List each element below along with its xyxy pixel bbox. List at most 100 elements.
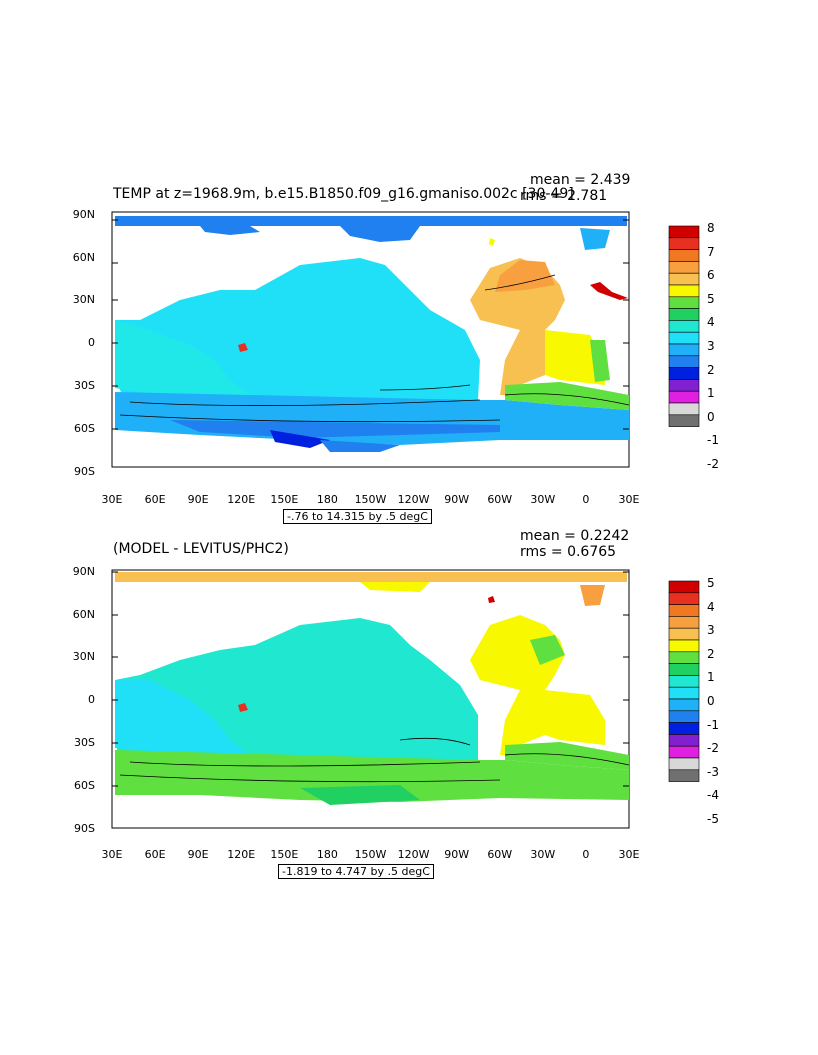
bottom-lon-label: 0	[582, 848, 590, 861]
top-colorbar-swatch	[668, 343, 700, 357]
top-colorbar-swatch	[668, 331, 700, 345]
top-lon-label: 150W	[354, 493, 387, 506]
top-colorbar-label: 0	[707, 409, 715, 424]
top-map-title: TEMP at z=1968.9m, b.e15.B1850.f09_g16.g…	[113, 186, 574, 202]
top-colorbar	[668, 225, 700, 427]
top-colorbar-label: 2	[707, 362, 715, 377]
top-lon-label: 90E	[187, 493, 209, 506]
top-lat-label: 60N	[72, 251, 95, 264]
bottom-lat-label: 90S	[74, 822, 95, 835]
bottom-colorbar-swatch	[668, 592, 700, 605]
top-colorbar-swatch	[668, 402, 700, 416]
top-colorbar-label: 7	[707, 244, 715, 259]
bottom-lat-label: 60N	[72, 608, 95, 621]
bottom-lon-label: 90E	[187, 848, 209, 861]
top-colorbar-swatch	[668, 308, 700, 321]
top-colorbar-label: 4	[707, 315, 715, 330]
top-lon-label: 30E	[101, 493, 123, 506]
bottom-colorbar-label: 1	[707, 670, 715, 685]
bottom-colorbar-swatch	[668, 722, 700, 735]
bottom-map-svg	[111, 569, 700, 829]
top-colorbar-label: 6	[707, 268, 715, 283]
top-colorbar-swatch	[668, 390, 700, 404]
bottom-lat-label: 90N	[72, 565, 95, 578]
top-colorbar-swatch	[668, 261, 700, 274]
bottom-lat-label: 30S	[74, 736, 95, 749]
top-colorbar-swatch	[668, 379, 700, 392]
bottom-colorbar-label: 5	[707, 576, 715, 590]
top-colorbar-swatch	[668, 355, 700, 368]
bottom-arctic-region	[115, 572, 627, 582]
top-atlantic-region	[470, 258, 565, 395]
bottom-colorbar-label: -1	[707, 717, 719, 732]
bottom-colorbar-swatch	[668, 675, 700, 688]
bottom-colorbar-label: -3	[707, 764, 719, 779]
bottom-colorbar-swatch	[668, 663, 700, 676]
bottom-colorbar-label: 3	[707, 623, 715, 638]
top-map-svg	[111, 211, 700, 468]
bottom-colorbar-swatch	[668, 580, 700, 594]
bottom-colorbar-label: 2	[707, 646, 715, 661]
bottom-colorbar	[668, 580, 700, 782]
bottom-colorbar-swatch	[668, 745, 700, 759]
bottom-colorbar-swatch	[668, 769, 700, 782]
top-lat-label: 90N	[72, 208, 95, 221]
top-colorbar-label: 1	[707, 386, 715, 401]
bottom-colorbar-label: 0	[707, 694, 715, 708]
top-lon-label: 30E	[618, 493, 640, 506]
top-colorbar-label: 3	[707, 339, 715, 353]
top-lon-label: 30W	[530, 493, 556, 506]
bottom-colorbar-label: 4	[707, 599, 715, 614]
top-lon-label: 60E	[144, 493, 166, 506]
top-lat-label: 90S	[74, 465, 95, 478]
bottom-colorbar-swatch	[668, 616, 700, 629]
top-colorbar-swatch	[668, 225, 700, 239]
bottom-colorbar-swatch	[668, 639, 700, 653]
top-mean: mean = 2.439	[530, 172, 631, 188]
bottom-lon-label: 30W	[530, 848, 556, 861]
bottom-colorbar-swatch	[668, 757, 700, 771]
bottom-lon-label: 30E	[101, 848, 123, 861]
top-colorbar-swatch	[668, 249, 700, 262]
bottom-colorbar-swatch	[668, 651, 700, 664]
top-colorbar-swatch	[668, 414, 700, 427]
bottom-lat-label: 30N	[72, 650, 95, 663]
bottom-lon-label: 150W	[354, 848, 387, 861]
bottom-lon-label: 60E	[144, 848, 166, 861]
bottom-colorbar-swatch	[668, 710, 700, 723]
top-lat-label: 0	[88, 336, 95, 349]
bottom-lon-label: 120E	[227, 848, 256, 861]
top-lon-label: 0	[582, 493, 590, 506]
bottom-colorbar-swatch	[668, 627, 700, 641]
top-lon-label: 180	[316, 493, 338, 506]
bottom-map-panel: (MODEL - LEVITUS/PHC2) mean = 0.2242 rms…	[0, 528, 818, 890]
bottom-colorbar-swatch	[668, 698, 700, 712]
bottom-range-box: -1.819 to 4.747 by .5 degC	[278, 864, 434, 879]
top-colorbar-swatch	[668, 237, 700, 250]
top-lat-label: 30N	[72, 293, 95, 306]
bottom-lat-label: 60S	[74, 779, 95, 792]
bottom-mean: mean = 0.2242	[520, 528, 630, 544]
top-colorbar-swatch	[668, 367, 700, 380]
top-lon-label: 150E	[270, 493, 299, 506]
top-map-panel: TEMP at z=1968.9m, b.e15.B1850.f09_g16.g…	[72, 172, 719, 524]
top-arctic-region	[115, 216, 627, 226]
top-colorbar-label: 8	[707, 221, 715, 235]
bottom-colorbar-swatch	[668, 686, 700, 700]
bottom-lon-label: 120W	[397, 848, 430, 861]
top-lon-label: 60W	[487, 493, 513, 506]
top-colorbar-swatch	[668, 320, 700, 333]
top-lat-label: 30S	[74, 379, 95, 392]
top-lon-label: 120E	[227, 493, 256, 506]
bottom-lon-label: 180	[316, 848, 338, 861]
bottom-lon-label: 90W	[444, 848, 470, 861]
top-lon-label: 120W	[397, 493, 430, 506]
bottom-rms: rms = 0.6765	[520, 544, 617, 560]
bottom-map-title: (MODEL - LEVITUS/PHC2)	[113, 541, 289, 557]
top-colorbar-swatch	[668, 272, 700, 286]
top-colorbar-label: -1	[707, 433, 719, 448]
top-colorbar-label: 5	[707, 291, 715, 306]
bottom-colorbar-label: -2	[707, 741, 719, 756]
top-range-box: -.76 to 14.315 by .5 degC	[283, 509, 432, 524]
top-lat-label: 60S	[74, 422, 95, 435]
